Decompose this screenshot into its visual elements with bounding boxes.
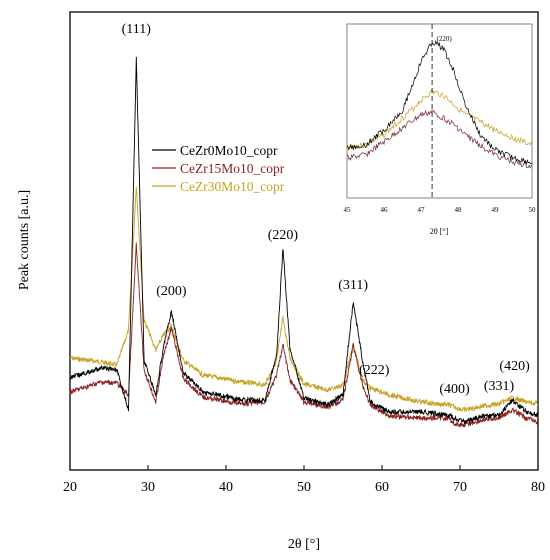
peak-annotations: (111) (200) (220) (311) (222) (400) (331) (420) [122, 22, 530, 397]
main-series-group [69, 56, 539, 429]
inset-x-tick-label: 47 [418, 206, 426, 214]
x-axis-label: 2θ [°] [288, 537, 320, 552]
y-axis-label: Peak counts [a.u.] [17, 190, 32, 290]
inset-x-axis-label: 2θ [°] [430, 227, 449, 236]
inset-x-tick-label: 49 [492, 206, 500, 214]
inset-series-group [346, 39, 533, 169]
legend: CeZr0Mo10_copr CeZr15Mo10_copr CeZr30Mo1… [152, 143, 285, 194]
series-line-CeZr0Mo10_copr [69, 56, 539, 425]
peak-label: (220) [268, 228, 299, 243]
inset-x-ticks: 45 46 47 48 49 50 [344, 206, 537, 214]
peak-label: (222) [359, 363, 390, 378]
legend-label-cezr0: CeZr0Mo10_copr [180, 143, 278, 158]
series-line-CeZr30Mo10_copr [69, 186, 539, 413]
legend-label-cezr30: CeZr30Mo10_copr [180, 179, 285, 194]
inset-plot: (220) 45 46 47 48 49 50 2θ [°] [344, 23, 537, 236]
inset-x-tick-label: 50 [529, 206, 537, 214]
main-x-ticks: 20 30 40 50 60 70 80 [63, 465, 545, 495]
main-plot: 20 30 40 50 60 70 80 (111) (200) (220) (311) (222)… [17, 11, 545, 552]
x-tick-label: 50 [297, 480, 311, 495]
x-tick-label: 60 [375, 480, 389, 495]
legend-label-cezr15: CeZr15Mo10_copr [180, 161, 285, 176]
peak-label: (331) [484, 379, 515, 394]
x-tick-label: 70 [453, 480, 467, 495]
x-tick-label: 80 [531, 480, 545, 495]
x-tick-label: 30 [141, 480, 155, 495]
series-line-CeZr15Mo10_copr [69, 242, 539, 429]
inset-background [346, 23, 533, 199]
inset-x-tick-label: 45 [344, 206, 352, 214]
peak-label: (200) [156, 284, 187, 299]
inset-series-line-CeZr15Mo10_copr [346, 109, 533, 169]
inset-x-tick-label: 46 [381, 206, 389, 214]
inset-x-tick-label: 48 [455, 206, 463, 214]
inset-series-line-CeZr30Mo10_copr [346, 89, 533, 150]
peak-label: (311) [338, 278, 368, 293]
peak-label: (400) [439, 382, 470, 397]
peak-label: (111) [122, 22, 152, 37]
x-tick-label: 20 [63, 480, 77, 495]
peak-label: (420) [499, 359, 530, 374]
x-tick-label: 40 [219, 480, 233, 495]
inset-peak-label: (220) [437, 35, 453, 43]
inset-series-line-CeZr0Mo10_copr [346, 39, 533, 166]
